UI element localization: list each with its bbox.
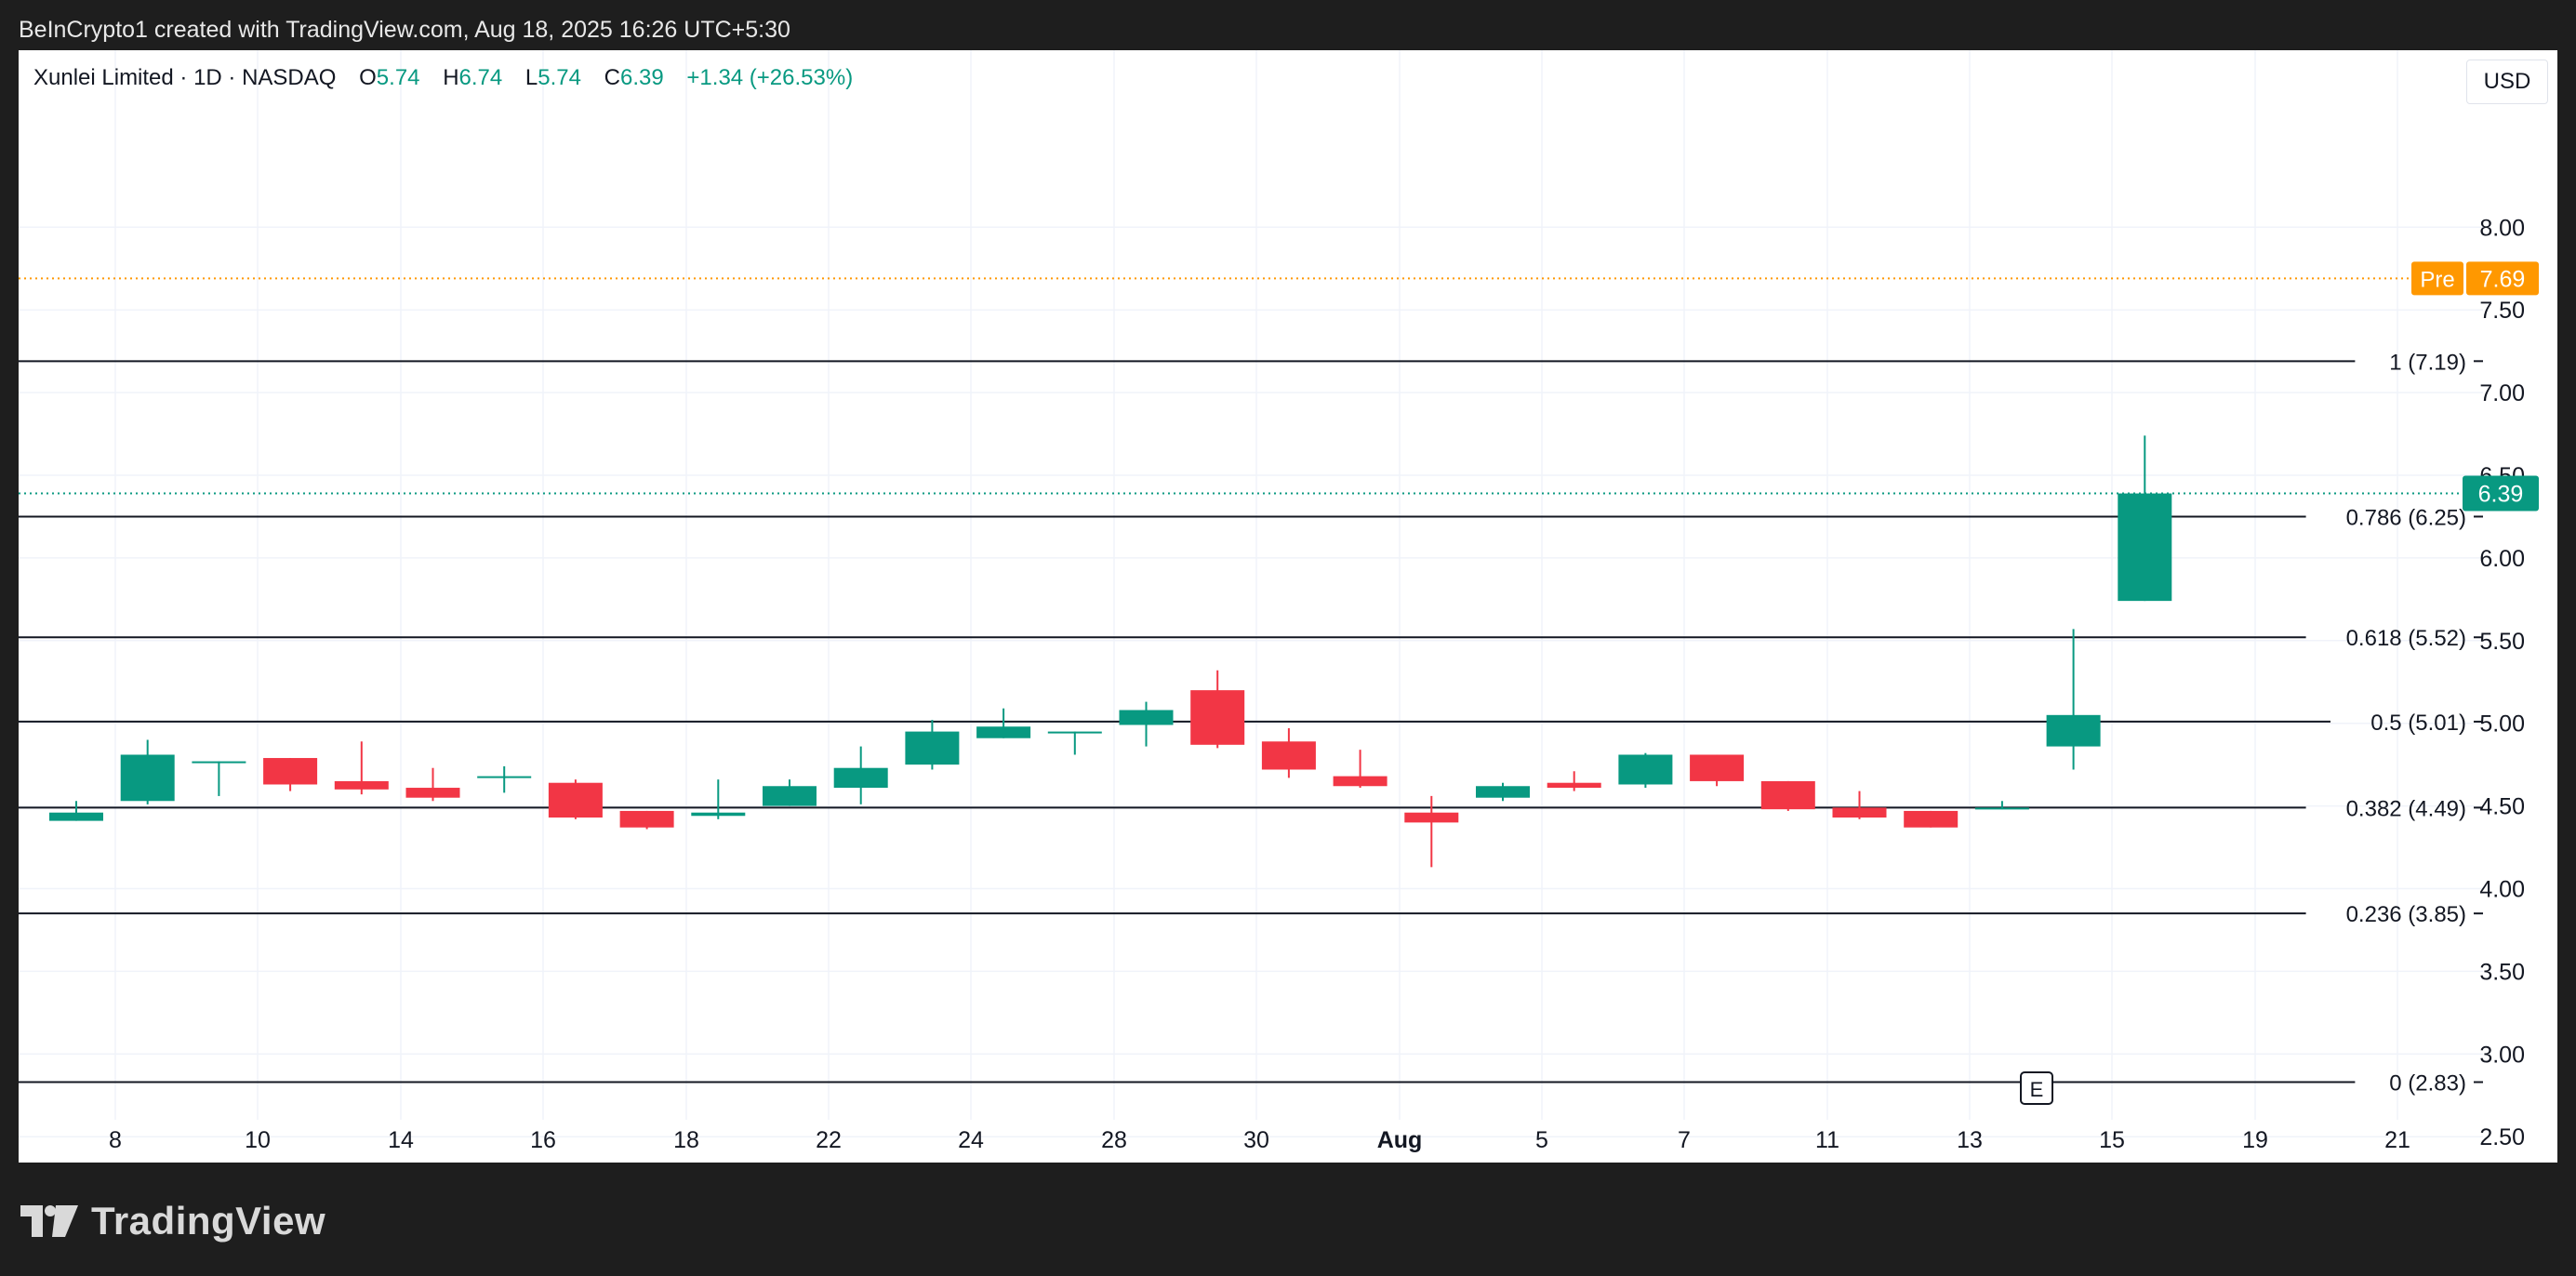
x-tick-label: 30 <box>1243 1127 1269 1153</box>
candle-body <box>1547 782 1601 789</box>
last-price-tag <box>2463 475 2539 512</box>
fib-level-label: 0.618 (5.52) <box>2346 626 2466 651</box>
tradingview-brand: TradingView <box>91 1199 326 1243</box>
y-tick-label: 6.00 <box>2479 546 2525 572</box>
x-tick-label: 13 <box>1957 1127 1983 1153</box>
tradingview-logo-icon <box>20 1205 78 1237</box>
candle-body <box>2046 714 2101 747</box>
candle-body <box>334 780 389 790</box>
fib-level-label: 0 (2.83) <box>2389 1071 2466 1097</box>
premarket-tag-box <box>2411 261 2463 296</box>
candle-body <box>1261 741 1316 770</box>
y-tick-label: 2.50 <box>2479 1124 2525 1150</box>
candle-body <box>263 758 318 785</box>
x-tick-label: 16 <box>530 1127 556 1153</box>
candle-body <box>1832 807 1887 818</box>
y-tick-label: 3.00 <box>2479 1042 2525 1068</box>
candle-body <box>1404 812 1459 823</box>
candle-body <box>477 776 532 778</box>
x-tick-label: 21 <box>2384 1127 2410 1153</box>
candle-body <box>1190 690 1245 745</box>
y-tick-label: 4.50 <box>2479 794 2525 820</box>
y-tick-label: 8.00 <box>2479 215 2525 241</box>
premarket-tag-label: Pre <box>2420 267 2454 292</box>
y-tick-label: 7.50 <box>2479 298 2525 324</box>
candle-body <box>192 761 246 764</box>
currency-button[interactable]: USD <box>2466 60 2548 104</box>
candle-body <box>619 810 674 828</box>
chart-attribution: BeInCrypto1 created with TradingView.com… <box>19 17 790 43</box>
x-tick-label: 14 <box>388 1127 414 1153</box>
premarket-price-tag <box>2466 261 2539 296</box>
y-tick-label: 7.00 <box>2479 380 2525 406</box>
premarket-price-value: 7.69 <box>2480 266 2526 292</box>
close-label: C <box>604 65 621 90</box>
close-value: 6.39 <box>620 65 664 90</box>
candle-body <box>405 788 460 798</box>
candle-body <box>1690 754 1745 781</box>
y-tick-label: 4.00 <box>2479 877 2525 903</box>
high-value: 6.74 <box>458 65 503 90</box>
x-tick-label: 7 <box>1678 1127 1691 1153</box>
chart-panel[interactable]: 1 (7.19) 0.786 (6.25) 0.618 (5.52) 0.5 (5.0… <box>19 50 2557 1163</box>
fib-level-label: 1 (7.19) <box>2389 350 2466 375</box>
x-tick-label: 18 <box>673 1127 699 1153</box>
candle-body <box>548 782 603 818</box>
open-value: 5.74 <box>376 65 420 90</box>
earnings-marker: E <box>2020 1071 2053 1105</box>
candle-body <box>1904 810 1959 828</box>
candle-body <box>1760 780 1815 810</box>
high-label: H <box>443 65 459 90</box>
change-value: +1.34 (+26.53%) <box>686 65 854 90</box>
y-tick-label: 5.50 <box>2479 629 2525 655</box>
candle-body <box>1974 807 2029 810</box>
x-tick-label: 10 <box>245 1127 271 1153</box>
candle-body <box>1047 731 1102 734</box>
fib-level-label: 0.236 (3.85) <box>2346 902 2466 927</box>
candle-body <box>1333 776 1388 787</box>
x-tick-label: 5 <box>1535 1127 1548 1153</box>
candle-body <box>120 754 175 802</box>
candle-body <box>833 767 888 789</box>
x-tick-label: 15 <box>2099 1127 2125 1153</box>
x-tick-label: 24 <box>958 1127 984 1153</box>
open-label: O <box>359 65 377 90</box>
candle-body <box>763 786 817 806</box>
symbol-title: Xunlei Limited · 1D · NASDAQ <box>33 65 337 90</box>
candle-body <box>905 731 960 765</box>
candle-body <box>1476 786 1530 798</box>
y-tick-label: 3.50 <box>2479 959 2525 985</box>
last-price-value: 6.39 <box>2478 482 2524 508</box>
x-tick-label: 8 <box>109 1127 122 1153</box>
candle-body <box>2118 493 2172 602</box>
candle-body <box>1618 754 1673 785</box>
low-label: L <box>524 65 538 90</box>
candle-body <box>976 726 1031 738</box>
x-tick-label: 22 <box>816 1127 842 1153</box>
x-tick-label: 11 <box>1815 1127 1839 1153</box>
candle-body <box>49 812 103 821</box>
fib-level-label: 0.382 (4.49) <box>2346 796 2466 821</box>
y-tick-label: 5.00 <box>2479 711 2525 738</box>
earnings-marker-box <box>2020 1071 2053 1105</box>
candle-body <box>1119 710 1174 725</box>
x-tick-label: 19 <box>2242 1127 2268 1153</box>
candlestick-chart[interactable]: 1 (7.19) 0.786 (6.25) 0.618 (5.52) 0.5 (5.0… <box>19 50 2557 1163</box>
x-tick-label: Aug <box>1377 1127 1423 1153</box>
fib-level-label: 0.5 (5.01) <box>2370 711 2466 736</box>
tradingview-logo[interactable]: TradingView <box>20 1198 325 1244</box>
low-value: 5.74 <box>538 65 581 90</box>
x-tick-label: 28 <box>1101 1127 1127 1153</box>
earnings-marker-label: E <box>2030 1078 2044 1101</box>
candle-body <box>691 812 746 817</box>
chart-legend: Xunlei Limited · 1D · NASDAQ O5.74 H6.74… <box>33 65 853 91</box>
fib-level-label: 0.786 (6.25) <box>2346 505 2466 530</box>
